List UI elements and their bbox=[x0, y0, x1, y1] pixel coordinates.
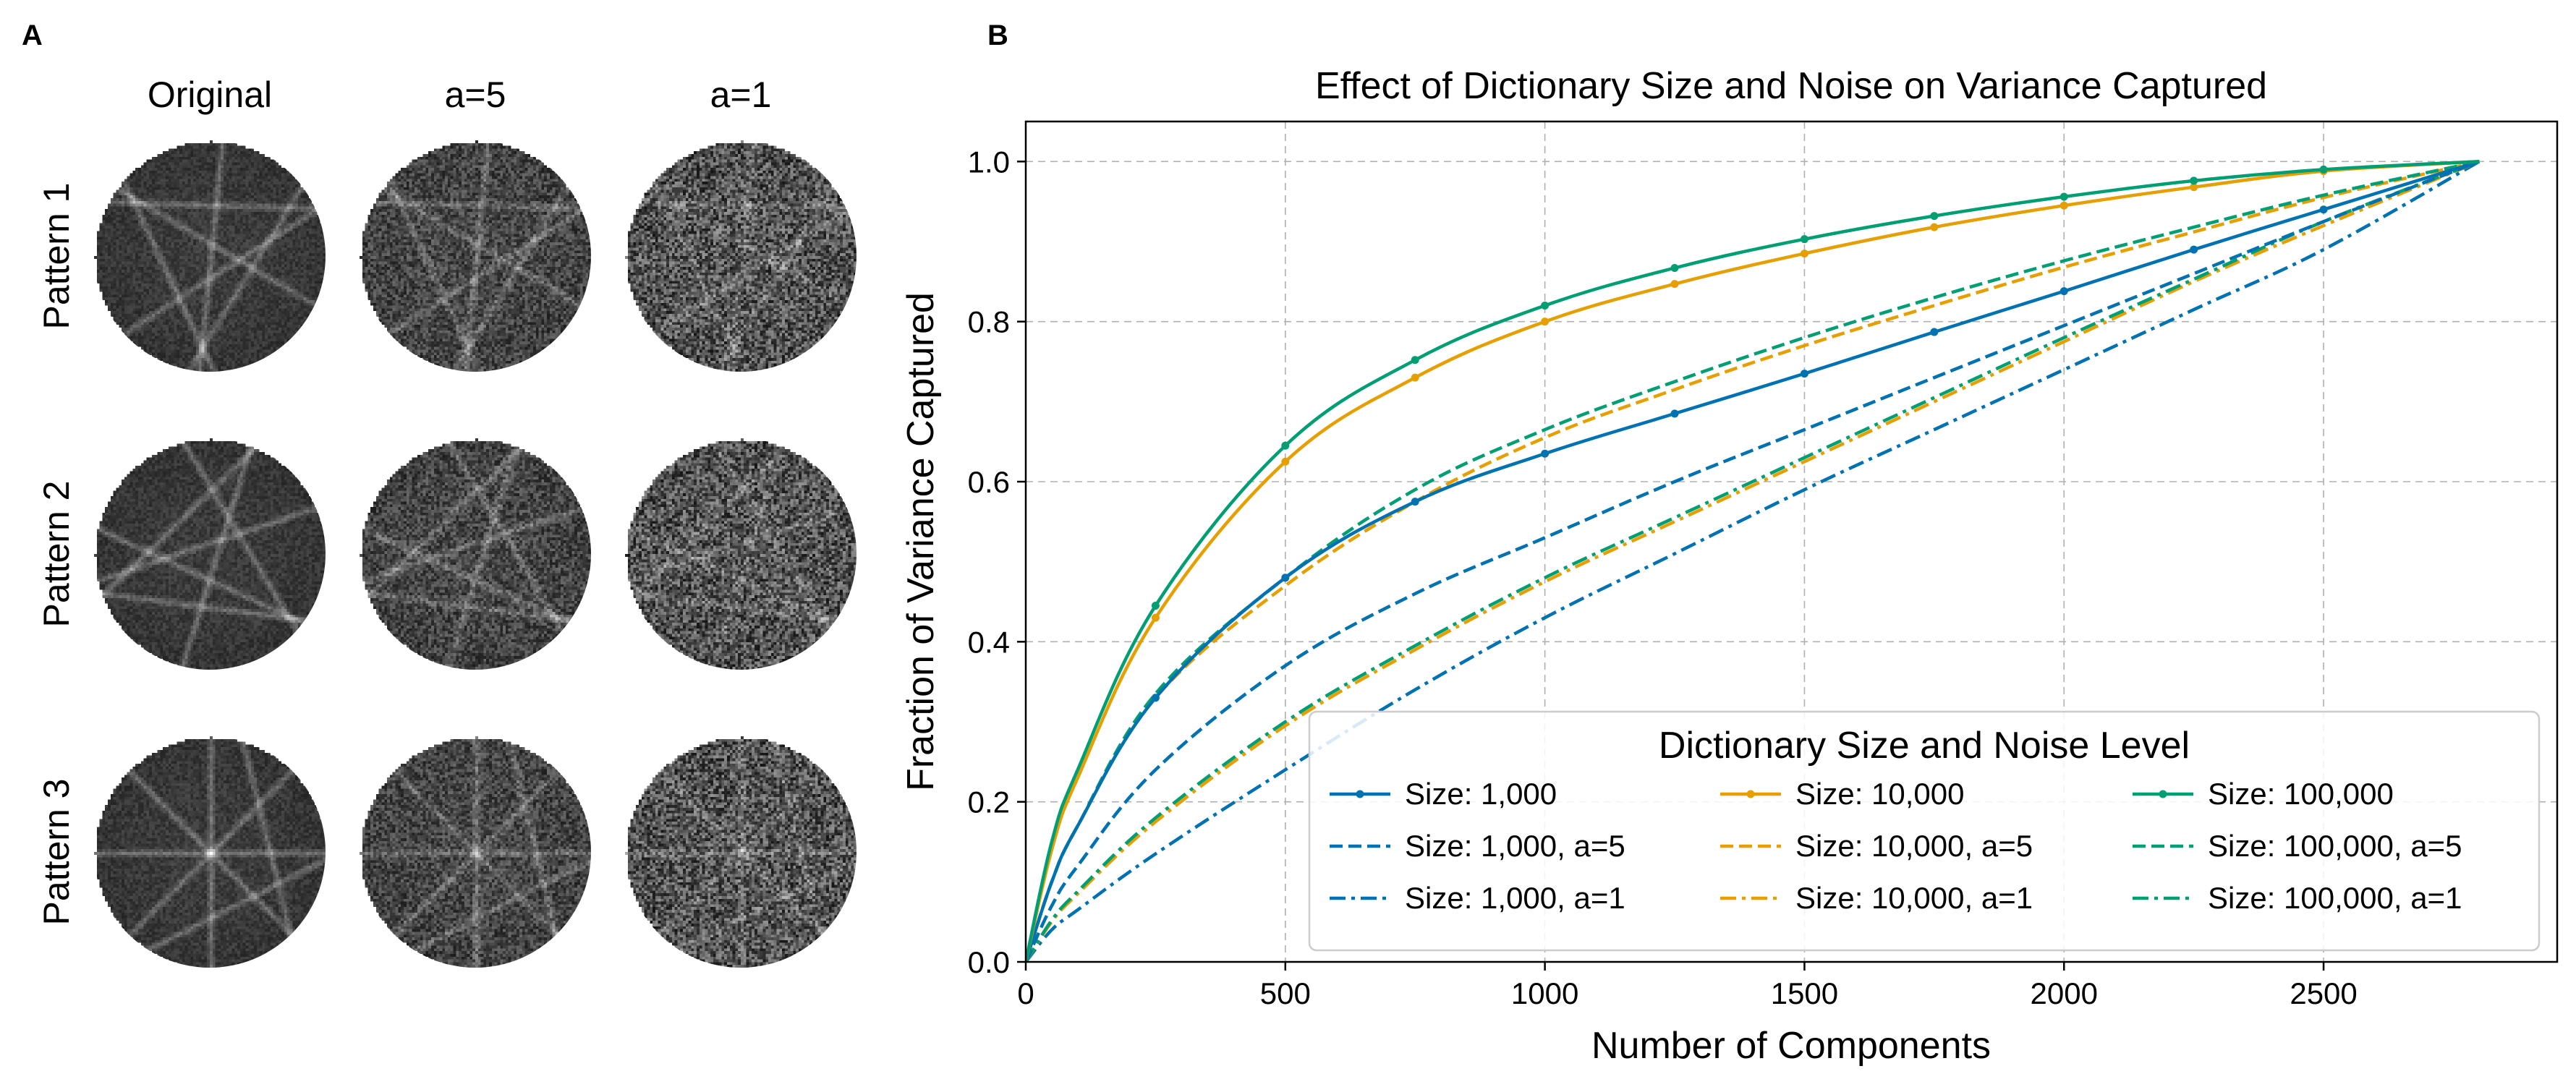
y-tick-label: 0.2 bbox=[968, 785, 1010, 819]
y-tick-label: 1.0 bbox=[968, 145, 1010, 179]
x-tick-label: 2000 bbox=[2031, 976, 2098, 1010]
data-point-size-10-000 bbox=[1281, 457, 1290, 466]
data-point-size-1-000 bbox=[1930, 328, 1939, 336]
plot-frame bbox=[1024, 120, 2559, 963]
series-line-size-1-000-a-1 bbox=[1026, 160, 2481, 962]
legend-box bbox=[1308, 710, 2541, 952]
data-point-size-1-000 bbox=[2319, 205, 2328, 214]
series-line-size-10-000-a-5 bbox=[1026, 160, 2480, 962]
x-tick-label: 500 bbox=[1260, 976, 1311, 1010]
data-point-size-1-000 bbox=[1411, 498, 1419, 506]
panel-b: B Effect of Dictionary Size and Noise on… bbox=[900, 20, 2559, 1067]
series-line-size-10-000-a-1 bbox=[1026, 160, 2481, 962]
legend-entries: Size: 1,000 Size: 1,000, a=5 Size: 1,000, … bbox=[1330, 777, 2462, 915]
data-point-size-10-000 bbox=[2190, 183, 2198, 192]
x-axis-label: Number of Components bbox=[1591, 1025, 1991, 1067]
pattern-image-1-a5 bbox=[360, 140, 591, 372]
data-point-size-100-000 bbox=[1151, 602, 1160, 610]
legend-entry-label: Size: 1,000, a=1 bbox=[1405, 881, 1625, 915]
pattern-image-2-a1 bbox=[625, 438, 856, 670]
pattern-image-3-original bbox=[94, 736, 326, 968]
pattern-image-3-a5 bbox=[360, 736, 591, 968]
data-point-size-100-000 bbox=[1281, 441, 1290, 450]
y-axis-label: Fraction of Variance Captured bbox=[900, 292, 942, 791]
data-point-size-10-000 bbox=[2059, 201, 2068, 210]
data-point-size-10-000 bbox=[1670, 280, 1679, 289]
x-axis-ticks: 0 500 1000 1500 2000 2500 bbox=[1017, 962, 2358, 1010]
panel-a-label: A bbox=[22, 20, 43, 51]
data-point-size-100-000 bbox=[2190, 176, 2198, 185]
data-point-size-10-000 bbox=[1151, 613, 1160, 622]
data-point-size-100-000 bbox=[1541, 302, 1550, 310]
legend-entry-label: Size: 1,000, a=5 bbox=[1405, 829, 1625, 863]
column-header-a5: a=5 bbox=[445, 74, 506, 115]
y-tick-label: 0.6 bbox=[968, 465, 1010, 499]
legend-title: Dictionary Size and Noise Level bbox=[1659, 725, 2190, 767]
legend-marker bbox=[2159, 790, 2167, 798]
column-header-a1: a=1 bbox=[710, 74, 772, 115]
panel-b-label: B bbox=[987, 20, 1008, 51]
data-point-size-100-000 bbox=[1670, 264, 1679, 273]
column-header-original: Original bbox=[148, 74, 272, 115]
series-line-size-100-000 bbox=[1026, 160, 2480, 962]
panel-a: A Original a=5 a=1 Pattern 1 Pattern 2 P… bbox=[22, 20, 856, 968]
series-lines bbox=[1026, 160, 2481, 962]
legend-entry-label: Size: 10,000 bbox=[1795, 777, 1965, 811]
y-tick-label: 0.8 bbox=[968, 305, 1010, 339]
legend-marker bbox=[1746, 790, 1755, 798]
x-tick-label: 1500 bbox=[1771, 976, 1838, 1010]
data-point-size-100-000 bbox=[1411, 356, 1419, 365]
y-tick-label: 0.4 bbox=[968, 625, 1010, 659]
data-point-size-100-000 bbox=[2319, 165, 2328, 174]
data-point-size-1-000 bbox=[1670, 409, 1679, 418]
data-point-size-10-000 bbox=[1411, 373, 1419, 382]
series-line-size-10-000 bbox=[1026, 160, 2480, 962]
legend-marker bbox=[1356, 790, 1364, 798]
series-line-size-1-000-a-5 bbox=[1026, 160, 2481, 962]
legend-entry-label: Size: 10,000, a=1 bbox=[1795, 881, 2033, 915]
data-point-size-1-000 bbox=[1800, 370, 1808, 378]
pattern-image-1-a1 bbox=[625, 140, 856, 372]
data-point-size-100-000 bbox=[1800, 235, 1808, 244]
y-axis-ticks: 0.0 0.2 0.4 0.6 0.8 1.0 bbox=[968, 145, 1026, 979]
pattern-image-3-a1 bbox=[625, 736, 856, 968]
pattern-image-2-a5 bbox=[360, 438, 591, 670]
chart-title: Effect of Dictionary Size and Noise on V… bbox=[1315, 65, 2267, 107]
x-tick-label: 1000 bbox=[1511, 976, 1578, 1010]
legend-entry-label: Size: 100,000, a=1 bbox=[2208, 881, 2462, 915]
data-point-size-1-000 bbox=[1281, 574, 1290, 582]
row-label-pattern-3: Pattern 3 bbox=[36, 779, 77, 926]
y-tick-label: 0.0 bbox=[968, 945, 1010, 979]
series-line-size-100-000-a-1 bbox=[1026, 160, 2481, 962]
row-label-pattern-2: Pattern 2 bbox=[36, 481, 77, 628]
x-tick-label: 0 bbox=[1017, 976, 1034, 1010]
data-point-size-1-000 bbox=[2190, 245, 2198, 254]
pattern-image-1-original bbox=[94, 140, 326, 372]
data-point-size-100-000 bbox=[2059, 192, 2068, 201]
data-point-size-10-000 bbox=[1800, 250, 1808, 258]
row-label-pattern-1: Pattern 1 bbox=[36, 183, 77, 330]
pattern-image-grid bbox=[94, 140, 856, 968]
pattern-image-2-original bbox=[94, 438, 326, 670]
data-point-size-1-000 bbox=[1541, 449, 1550, 458]
data-point-size-1-000 bbox=[1151, 694, 1160, 702]
legend-entry-label: Size: 100,000 bbox=[2208, 777, 2394, 811]
data-point-size-10-000 bbox=[1930, 223, 1939, 231]
data-point-size-1-000 bbox=[2059, 287, 2068, 296]
legend: Dictionary Size and Noise Level Size: 1,… bbox=[1308, 710, 2541, 952]
data-point-size-100-000 bbox=[1930, 212, 1939, 221]
legend-entry-label: Size: 100,000, a=5 bbox=[2208, 829, 2462, 863]
legend-entry-label: Size: 1,000 bbox=[1405, 777, 1557, 811]
legend-entry-label: Size: 10,000, a=5 bbox=[1795, 829, 2033, 863]
x-tick-label: 2500 bbox=[2290, 976, 2357, 1010]
data-point-size-10-000 bbox=[1541, 317, 1550, 326]
